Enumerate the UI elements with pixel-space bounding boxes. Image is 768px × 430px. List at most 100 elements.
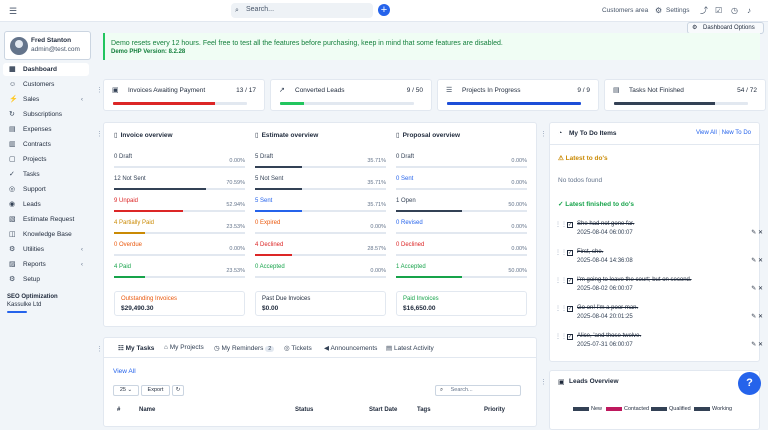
overview-row[interactable]: 5 Sent 35.71% [255,198,386,216]
sidebar-item-customers[interactable]: ☺ Customers [3,78,89,91]
todo-item[interactable]: ⋮⋮ ✓ Alice, 'and those twelve. 2025-07-31 0… [555,333,763,353]
page-size-select[interactable]: 25 ⌄ [113,385,139,396]
overview-row[interactable]: 1 Open 50.00% [396,198,527,216]
table-header[interactable]: Name [139,407,156,413]
tab-my-reminders[interactable]: ◷ My Reminders 2 [214,344,275,352]
todo-item[interactable]: ⋮⋮ ✓ First, she. 2025-08-04 14:36:08 ✎ ✕ [555,249,763,269]
todo-item[interactable]: ⋮⋮ ✓ Go on! I'm a poor man. 2025-08-04 20:0… [555,305,763,325]
user-card[interactable]: Fred Stanton admin@test.com [4,31,91,60]
overview-row[interactable]: 4 Declined 28.57% [255,242,386,260]
tab-latest-activity[interactable]: ▤ Latest Activity [386,345,434,352]
delete-icon[interactable]: ✕ [757,342,763,348]
drag-handle-icon[interactable]: ⋮⋮ [540,131,554,138]
sidebar-item-setup[interactable]: ⚙ Setup [3,273,89,286]
overview-row[interactable]: 0 Draft 0.00% [114,154,245,172]
checklist-icon[interactable]: ☑ [715,6,723,15]
drag-handle-icon[interactable]: ⋮⋮ [555,278,567,284]
sidebar-item-sales[interactable]: ⚡ Sales ‹ [3,93,89,106]
edit-icon[interactable]: ✎ [751,230,757,236]
sidebar-item-tasks[interactable]: ✓ Tasks [3,168,89,181]
legend-item[interactable]: New [573,406,602,412]
help-button[interactable]: ? [738,372,761,395]
delete-icon[interactable]: ✕ [757,258,763,264]
todo-view-all-link[interactable]: View All [695,130,717,136]
sidebar: Fred Stanton admin@test.com ▦ Dashboard ☺ C… [0,23,98,417]
sidebar-item-projects[interactable]: ▢ Projects [3,153,89,166]
menu-icon[interactable]: ☰ [9,6,18,16]
refresh-icon[interactable]: ↻ [172,385,184,396]
sidebar-item-dashboard[interactable]: ▦ Dashboard [3,63,89,76]
drag-handle-icon[interactable]: ⋮⋮ [540,379,554,386]
todo-checkbox[interactable]: ✓ [567,334,573,340]
sidebar-item-contracts[interactable]: ▥ Contracts [3,138,89,151]
settings-link[interactable]: Settings [666,7,690,14]
tab-announcements[interactable]: ◀ Announcements [324,345,378,352]
invoice-summary-box[interactable]: Outstanding Invoices $29,490.30 [114,291,245,316]
drag-handle-icon[interactable]: ⋮⋮ [555,222,567,228]
clock-icon[interactable]: ◷ [731,6,738,15]
todo-checkbox[interactable]: ✓ [567,250,573,256]
overview-row[interactable]: 1 Accepted 50.00% [396,264,527,282]
search-input[interactable]: ⌕ Search... [231,3,373,18]
edit-icon[interactable]: ✎ [751,286,757,292]
todo-item[interactable]: ⋮⋮ ✓ She had not gone far. 2025-08-04 06:00… [555,221,763,241]
export-button[interactable]: Export [141,385,170,396]
legend-item[interactable]: Qualified [651,406,691,412]
overview-row[interactable]: 0 Expired 0.00% [255,220,386,238]
overview-row[interactable]: 0 Declined 0.00% [396,242,527,260]
overview-row[interactable]: 0 Accepted 0.00% [255,264,386,282]
sidebar-item-subscriptions[interactable]: ↻ Subscriptions [3,108,89,121]
drag-handle-icon[interactable]: ⋮⋮ [555,250,567,256]
legend-item[interactable]: Working [694,406,732,412]
sidebar-item-knowledge-base[interactable]: ◫ Knowledge Base [3,228,89,241]
table-header[interactable]: Start Date [369,407,398,413]
tab-tickets[interactable]: ◎ Tickets [284,345,312,352]
edit-icon[interactable]: ✎ [751,314,757,320]
delete-icon[interactable]: ✕ [757,314,763,320]
legend-item[interactable]: Contacted [606,406,649,412]
sidebar-item-utilities[interactable]: ⚙ Utilities ‹ [3,243,89,256]
overview-row[interactable]: 4 Partially Paid 23.53% [114,220,245,238]
delete-icon[interactable]: ✕ [757,230,763,236]
overview-row[interactable]: 0 Overdue 0.00% [114,242,245,260]
tab-my-tasks[interactable]: ☷ My Tasks [118,345,155,352]
gear-icon[interactable]: ⚙ [655,6,663,15]
drag-handle-icon[interactable]: ⋮⋮ [555,334,567,340]
delete-icon[interactable]: ✕ [757,286,763,292]
overview-row[interactable]: 9 Unpaid 52.94% [114,198,245,216]
todo-checkbox[interactable]: ✓ [567,306,573,312]
sidebar-item-estimate-request[interactable]: ▧ Estimate Request [3,213,89,226]
table-header[interactable]: Tags [417,407,431,413]
share-icon[interactable]: ⤴ [700,6,708,15]
edit-icon[interactable]: ✎ [751,258,757,264]
sidebar-item-reports[interactable]: ▨ Reports ‹ [3,258,89,271]
todo-checkbox[interactable]: ✓ [567,222,573,228]
overview-row[interactable]: 12 Not Sent 70.59% [114,176,245,194]
overview-row[interactable]: 5 Draft 35.71% [255,154,386,172]
customers-area-link[interactable]: Customers area [602,7,649,14]
sidebar-item-support[interactable]: ◎ Support [3,183,89,196]
tasks-search-input[interactable]: ⌕ Search... [435,385,521,396]
overview-row[interactable]: 4 Paid 23.53% [114,264,245,282]
bell-icon[interactable]: ♪ [747,6,751,15]
quick-create-button[interactable]: + [378,4,390,16]
todo-item[interactable]: ⋮⋮ ✓ I'm going to leave the court; but on … [555,277,763,297]
overview-row[interactable]: 0 Draft 0.00% [396,154,527,172]
chevron-left-icon: ‹ [80,261,83,268]
sidebar-item-leads[interactable]: ◉ Leads [3,198,89,211]
table-header[interactable]: Status [295,407,314,413]
drag-handle-icon[interactable]: ⋮⋮ [555,306,567,312]
todo-checkbox[interactable]: ✓ [567,278,573,284]
invoice-summary-box[interactable]: Past Due Invoices $0.00 [255,291,386,316]
overview-row[interactable]: 0 Sent 0.00% [396,176,527,194]
table-header[interactable]: # [117,407,121,413]
tab-my-projects[interactable]: ⌂ My Projects [164,344,204,351]
tasks-view-all-link[interactable]: View All [113,368,136,375]
overview-row[interactable]: 0 Revised 0.00% [396,220,527,238]
todo-new-link[interactable]: New To Do [721,130,751,136]
invoice-summary-box[interactable]: Paid Invoices $16,650.00 [396,291,527,316]
edit-icon[interactable]: ✎ [751,342,757,348]
table-header[interactable]: Priority [484,407,506,413]
overview-row[interactable]: 5 Not Sent 35.71% [255,176,386,194]
sidebar-item-expenses[interactable]: ▤ Expenses [3,123,89,136]
